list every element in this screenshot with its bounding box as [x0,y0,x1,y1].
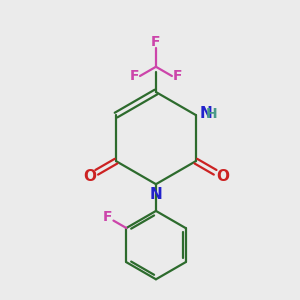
Text: F: F [102,210,112,224]
Text: N: N [200,106,212,121]
Text: O: O [83,169,96,184]
Text: F: F [129,69,139,83]
Text: F: F [151,35,161,49]
Text: N: N [150,187,162,202]
Text: O: O [216,169,229,184]
Text: H: H [206,106,217,121]
Text: F: F [173,69,183,83]
